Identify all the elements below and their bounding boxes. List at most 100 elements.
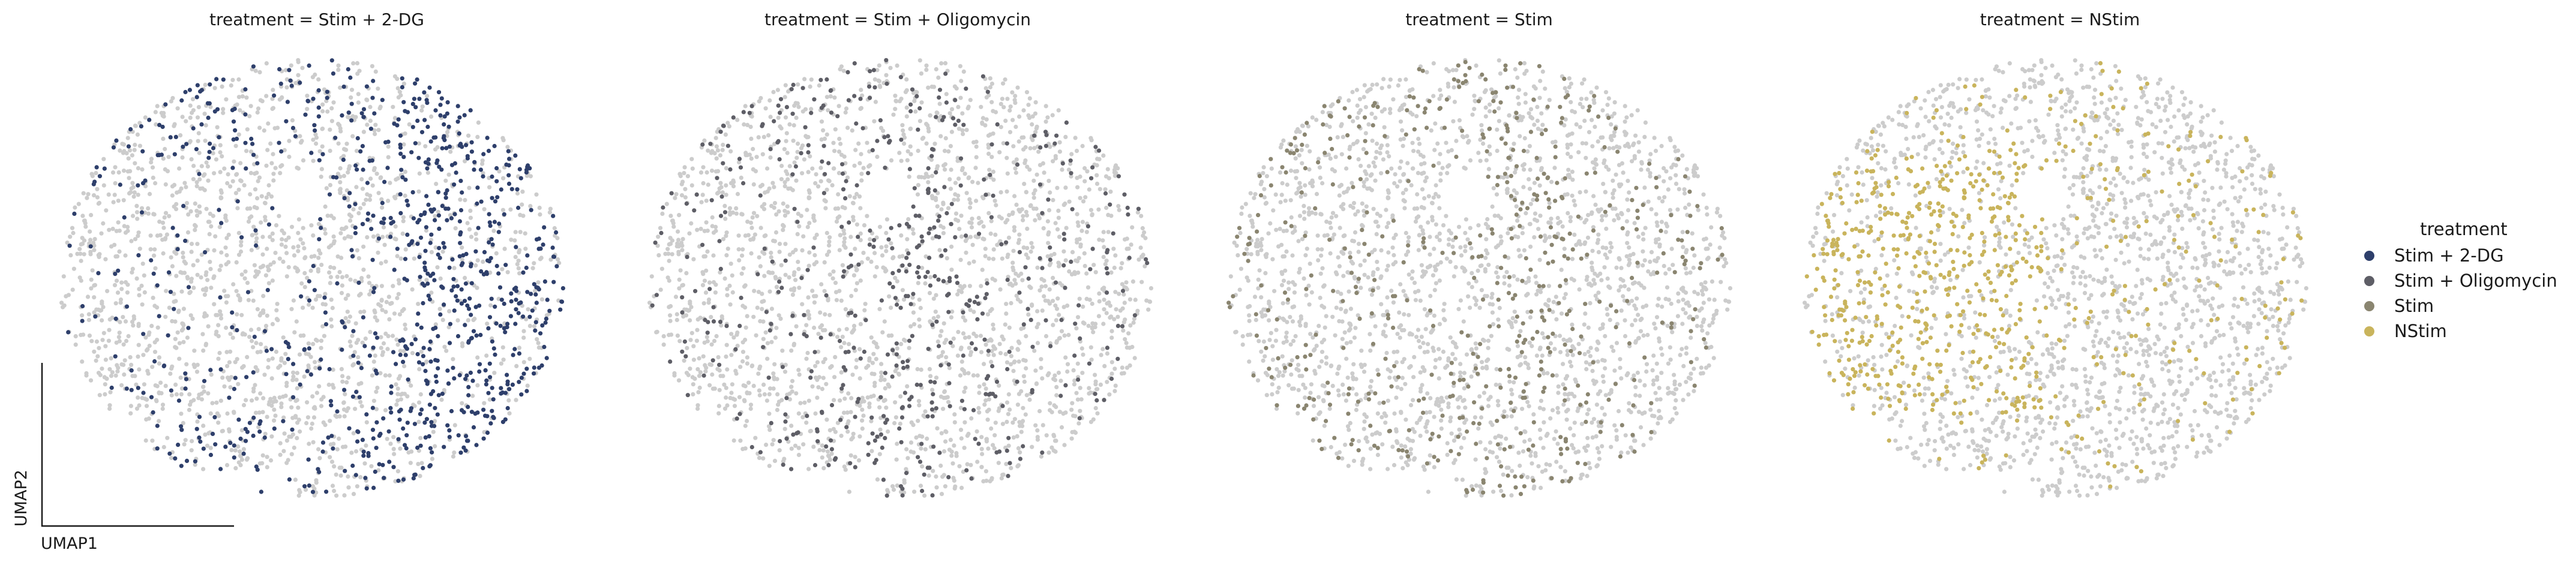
- cell-point-background: [262, 128, 266, 133]
- cell-point-background: [968, 200, 973, 205]
- cell-point-background: [520, 190, 525, 194]
- cell-point-background: [872, 372, 877, 377]
- cell-point-background: [968, 98, 973, 103]
- cell-point-background: [238, 453, 243, 458]
- cell-point-background: [100, 338, 105, 342]
- cell-point-highlight: [360, 437, 365, 443]
- cell-point-highlight: [391, 350, 396, 354]
- cell-point-background: [746, 233, 751, 238]
- cell-point-background: [402, 392, 407, 396]
- cell-point-background: [208, 411, 213, 416]
- cell-point-background: [1007, 130, 1013, 134]
- cell-point-background: [201, 423, 206, 428]
- cell-point-background: [279, 405, 284, 410]
- cell-point-background: [280, 237, 284, 242]
- cell-point-background: [817, 375, 821, 380]
- cell-point-background: [917, 58, 922, 63]
- cell-point-background: [1043, 284, 1048, 288]
- cell-point-background: [957, 227, 962, 232]
- cell-point-highlight: [463, 377, 468, 381]
- cell-point-background: [946, 206, 951, 211]
- cell-point-background: [475, 134, 480, 139]
- cell-point-highlight: [764, 309, 769, 314]
- cell-point-background: [175, 190, 179, 195]
- cell-point-background: [949, 167, 953, 172]
- cell-point-highlight: [355, 439, 360, 444]
- cell-point-background: [224, 97, 229, 102]
- cell-point-highlight: [934, 234, 938, 239]
- cell-point-background: [181, 306, 186, 311]
- cell-point-background: [923, 409, 928, 414]
- cell-point-background: [1081, 320, 1085, 325]
- cell-point-background: [409, 449, 414, 454]
- cell-point-highlight: [202, 378, 207, 383]
- cell-point-highlight: [544, 356, 549, 360]
- cell-point-background: [743, 283, 748, 288]
- cell-point-background: [701, 181, 706, 186]
- cell-point-background: [328, 275, 334, 280]
- cell-point-background: [1072, 270, 1077, 275]
- cell-point-background: [923, 254, 928, 259]
- cell-point-background: [302, 246, 307, 251]
- cell-point-background: [859, 172, 864, 176]
- cell-point-highlight: [758, 450, 763, 455]
- cell-point-highlight: [760, 122, 765, 127]
- cell-point-highlight: [437, 256, 442, 260]
- cell-point-background: [842, 410, 847, 415]
- cell-point-background: [812, 300, 817, 305]
- cell-point-background: [252, 171, 257, 176]
- cell-point-highlight: [228, 440, 233, 446]
- cell-point-background: [1091, 330, 1096, 335]
- cell-point-highlight: [870, 148, 875, 152]
- cell-point-background: [691, 382, 695, 387]
- cell-point-highlight: [251, 434, 256, 438]
- cell-point-background: [268, 141, 273, 146]
- cell-point-background: [908, 127, 913, 131]
- cell-point-background: [557, 260, 562, 266]
- cell-point-background: [187, 392, 192, 397]
- cell-point-background: [748, 402, 754, 407]
- cell-point-highlight: [516, 205, 521, 211]
- cell-point-background: [191, 398, 196, 402]
- cell-point-background: [1135, 210, 1140, 215]
- cell-point-background: [117, 229, 122, 233]
- cell-point-highlight: [442, 302, 446, 307]
- cell-point-background: [268, 262, 273, 267]
- cell-point-background: [1010, 283, 1015, 288]
- cell-point-background: [978, 333, 983, 338]
- cell-point-background: [697, 374, 702, 378]
- cell-point-highlight: [469, 140, 474, 145]
- cell-point-background: [908, 152, 913, 157]
- cell-point-background: [791, 139, 796, 143]
- cell-point-highlight: [207, 149, 212, 154]
- cell-point-highlight: [440, 392, 445, 396]
- cell-point-highlight: [872, 238, 877, 242]
- cell-point-background: [146, 211, 151, 216]
- cell-point-highlight: [777, 280, 782, 284]
- cell-point-background: [907, 345, 911, 350]
- cell-point-background: [895, 346, 899, 351]
- cell-point-background: [692, 376, 697, 381]
- cell-point-highlight: [433, 374, 439, 378]
- cell-point-background: [977, 390, 982, 395]
- cell-point-background: [971, 309, 976, 314]
- cell-point-background: [233, 448, 238, 453]
- cell-point-background: [1132, 356, 1137, 360]
- cell-point-background: [703, 290, 709, 295]
- cell-point-background: [1071, 368, 1076, 373]
- cell-point-background: [424, 228, 429, 233]
- cell-point-highlight: [1063, 383, 1068, 388]
- cell-point-background: [1080, 220, 1085, 224]
- cell-point-background: [384, 300, 389, 305]
- cell-point-background: [241, 402, 247, 408]
- cell-point-background: [340, 379, 345, 384]
- cell-point-background: [785, 204, 790, 209]
- cell-point-background: [313, 297, 319, 302]
- cell-point-background: [888, 65, 893, 70]
- cell-point-highlight: [707, 287, 712, 291]
- cell-point-background: [1012, 98, 1017, 103]
- cell-point-background: [395, 386, 400, 391]
- cell-point-background: [345, 309, 350, 314]
- cell-point-background: [1082, 263, 1087, 269]
- cell-point-background: [476, 120, 481, 125]
